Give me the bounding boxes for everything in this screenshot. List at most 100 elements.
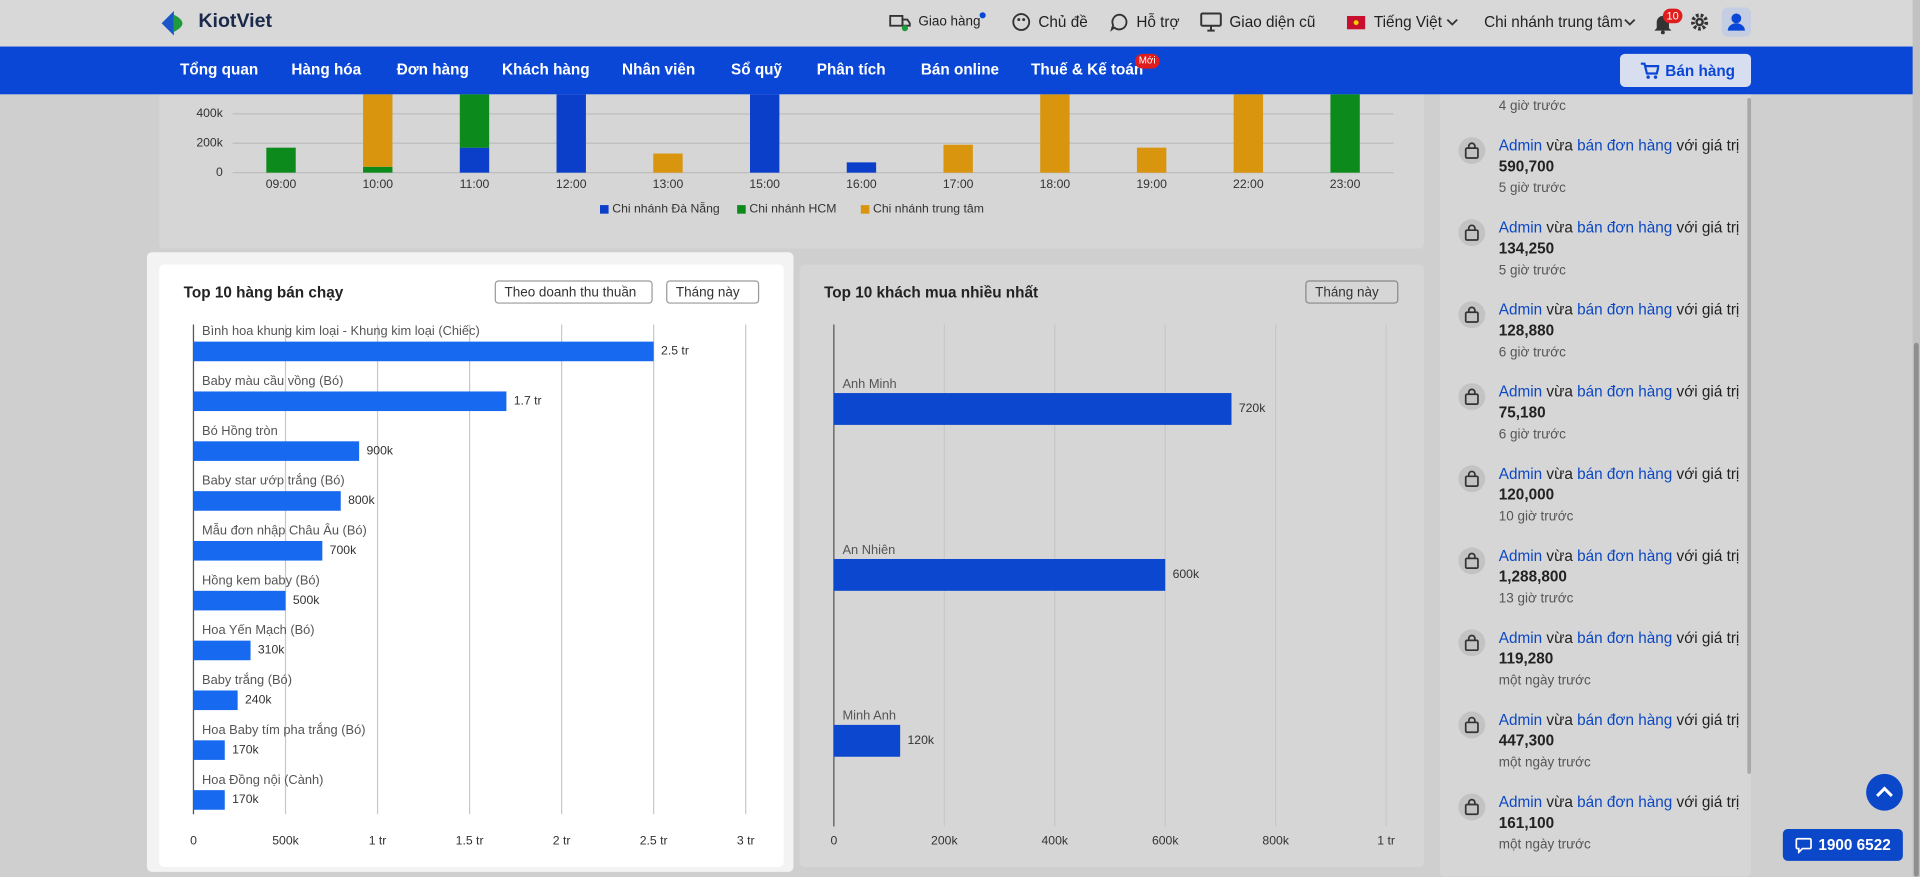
nav-item[interactable]: Đơn hàng <box>396 61 469 79</box>
old-ui-link[interactable]: Giao diện cũ <box>1229 13 1316 31</box>
value-label: 120k <box>907 733 934 747</box>
feed-user[interactable]: Admin <box>1498 711 1543 729</box>
feed-line: Admin vừa bán đơn hàng với giá trị <box>1499 136 1740 156</box>
avatar-icon <box>1727 13 1745 31</box>
scroll-top-button[interactable] <box>1866 773 1903 811</box>
nav-item[interactable]: Phân tích <box>816 61 886 79</box>
value-label: 500k <box>293 593 320 607</box>
feed-verb: vừa <box>1546 137 1573 155</box>
feed-suffix: với giá trị <box>1676 383 1740 401</box>
nav-item[interactable]: Hàng hóa <box>291 61 362 79</box>
x-tick-label: 23:00 <box>1330 177 1361 191</box>
category-label: Hồng kem baby (Bó) <box>202 572 320 587</box>
feed-user[interactable]: Admin <box>1498 547 1543 565</box>
feed-verb: vừa <box>1546 793 1573 811</box>
bag-icon <box>1464 224 1479 241</box>
nav-item[interactable]: Nhân viên <box>622 61 696 79</box>
feed-action[interactable]: bán đơn hàng <box>1577 301 1673 319</box>
feed-action[interactable]: bán đơn hàng <box>1577 547 1673 565</box>
nav-item[interactable]: Sổ quỹ <box>731 61 783 79</box>
feed-action[interactable]: bán đơn hàng <box>1577 629 1673 647</box>
value-label: 2.5 tr <box>661 344 689 358</box>
legend-swatch <box>600 205 609 214</box>
feed-line: Admin vừa bán đơn hàng với giá trị <box>1499 628 1740 648</box>
nav-item[interactable]: Bán online <box>920 61 1000 79</box>
support-link[interactable]: Hỗ trợ <box>1136 13 1180 31</box>
branch-select[interactable]: Chi nhánh trung tâm <box>1484 13 1623 31</box>
value-label: 720k <box>1239 401 1266 415</box>
hourly-chart-viewport: 0 200k 400k 09:00 10:00 11:00 12:00 13:00 15:00 1… <box>0 94 1433 249</box>
settings-icon[interactable] <box>1690 12 1710 32</box>
value-label: 700k <box>330 543 357 557</box>
y-tick-label: 400k <box>196 106 223 120</box>
page-scrollbar-thumb <box>1913 342 1919 877</box>
bar <box>193 740 225 760</box>
feed-user[interactable]: Admin <box>1498 793 1543 811</box>
feed-action[interactable]: bán đơn hàng <box>1577 137 1673 155</box>
bar <box>193 391 507 412</box>
y-tick-label: 0 <box>216 165 223 179</box>
value-label: 600k <box>1173 567 1200 581</box>
feed-action[interactable]: bán đơn hàng <box>1577 383 1673 401</box>
feed-time: một ngày trước <box>1498 755 1591 771</box>
theme-icon <box>1012 13 1031 31</box>
feed-amount: 1,288,800 <box>1498 568 1567 586</box>
x-tick-label: 0 <box>190 833 197 847</box>
feed-suffix: với giá trị <box>1676 793 1740 811</box>
category-label: An Nhiên <box>842 542 895 557</box>
feed-action[interactable]: bán đơn hàng <box>1577 793 1673 811</box>
feed-time: 5 giờ trước <box>1498 263 1566 278</box>
nav-item[interactable]: Tổng quan <box>180 61 259 79</box>
value-label: 310k <box>258 643 285 657</box>
hotline-button[interactable]: 1900 6522 <box>1782 828 1903 861</box>
order-icon <box>1458 301 1486 329</box>
period-dropdown[interactable]: Tháng này <box>1305 280 1399 304</box>
logo-text[interactable]: KiotViet <box>198 11 273 32</box>
feed-amount: 134,250 <box>1498 240 1555 258</box>
feed-user[interactable]: Admin <box>1498 629 1543 647</box>
feed-amount: 161,100 <box>1498 814 1555 832</box>
feed-amount: 75,180 <box>1498 404 1546 422</box>
category-label: Mẫu đơn nhập Châu Âu (Bó) <box>202 523 367 538</box>
x-tick-label: 400k <box>1042 833 1069 847</box>
avatar[interactable] <box>1721 7 1752 37</box>
order-icon <box>1458 629 1486 657</box>
order-icon <box>1458 219 1486 247</box>
feed-user[interactable]: Admin <box>1498 137 1543 155</box>
bar-segment <box>1330 94 1360 173</box>
nav-item[interactable]: Thuế & Kế toán <box>1031 61 1144 79</box>
theme-link[interactable]: Chủ đề <box>1038 13 1088 31</box>
feed-user[interactable]: Admin <box>1498 219 1543 237</box>
value-label: 170k <box>232 742 259 756</box>
feed-time: một ngày trước <box>1498 673 1591 689</box>
feed-time: 6 giờ trước <box>1498 345 1566 361</box>
sort-dropdown[interactable]: Theo doanh thu thuần <box>494 280 653 304</box>
period-dropdown[interactable]: Tháng này <box>666 280 760 304</box>
nav-item[interactable]: Khách hàng <box>502 61 590 79</box>
feed-user[interactable]: Admin <box>1498 465 1543 483</box>
top-bar: KiotViet Giao hàng Chủ đề Hỗ trợ Giao di… <box>0 0 1913 47</box>
bar <box>193 491 341 511</box>
x-tick-label: 500k <box>272 833 299 847</box>
feed-action[interactable]: bán đơn hàng <box>1577 219 1673 237</box>
feed-action[interactable]: bán đơn hàng <box>1577 465 1673 483</box>
order-icon <box>1458 547 1486 575</box>
bar <box>193 441 360 461</box>
feed-suffix: với giá trị <box>1676 219 1740 237</box>
feed-line: Admin vừa bán đơn hàng với giá trị <box>1499 382 1740 402</box>
feed-user[interactable]: Admin <box>1498 383 1543 401</box>
delivery-link[interactable]: Giao hàng <box>918 14 981 30</box>
feed-line: Admin vừa bán đơn hàng với giá trị <box>1499 464 1740 484</box>
order-icon <box>1458 711 1486 739</box>
feed-action[interactable]: bán đơn hàng <box>1577 711 1673 729</box>
order-icon <box>1458 793 1486 821</box>
feed-user[interactable]: Admin <box>1498 301 1543 319</box>
feed-time: 13 giờ trước <box>1498 591 1574 607</box>
bar <box>193 640 251 661</box>
hotline-label: 1900 6522 <box>1818 836 1891 854</box>
category-label: Anh Minh <box>842 376 896 391</box>
feed-suffix: với giá trị <box>1676 301 1740 319</box>
language-select[interactable]: Tiếng Việt <box>1373 13 1442 31</box>
sell-button[interactable]: Bán hàng <box>1620 53 1752 87</box>
